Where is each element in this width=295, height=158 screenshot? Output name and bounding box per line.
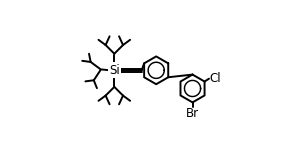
Text: Cl: Cl [209, 72, 221, 85]
Text: Si: Si [109, 64, 120, 77]
Text: Br: Br [186, 107, 199, 120]
